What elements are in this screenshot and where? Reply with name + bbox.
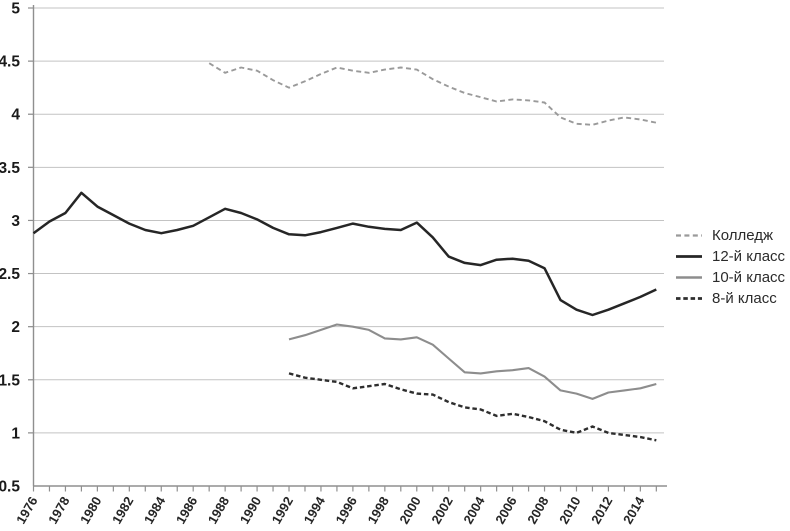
x-axis-tick-label: 1976: [13, 494, 40, 527]
y-axis-tick-label: 5: [11, 1, 20, 18]
x-axis-tick-label: 2012: [588, 494, 615, 527]
x-axis-tick-label: 1992: [269, 494, 296, 527]
legend-item: 8-й класс: [676, 289, 785, 308]
y-axis-tick-label: 3.5: [0, 160, 20, 177]
legend-line-swatch: [676, 234, 702, 237]
y-axis-tick-label: 2: [11, 319, 20, 336]
legend-item: 12-й класс: [676, 247, 785, 266]
legend-item: 10-й класс: [676, 268, 785, 287]
x-axis-tick-label: 2002: [428, 494, 455, 527]
x-axis-tick-label: 1990: [237, 494, 264, 527]
x-axis-tick-label: 2010: [556, 494, 583, 527]
x-axis-tick-label: 2004: [460, 493, 488, 526]
y-axis-tick-label: 0.5: [0, 479, 20, 496]
legend-label: 8-й класс: [712, 289, 777, 307]
y-axis-tick-label: 1.5: [0, 372, 20, 389]
y-axis-tick-label: 1: [11, 425, 20, 442]
legend-line-swatch: [676, 276, 702, 279]
x-axis-tick-label: 2008: [524, 494, 551, 527]
legend-item: Колледж: [676, 226, 785, 245]
y-axis-tick-label: 2.5: [0, 266, 20, 283]
x-axis-tick-label: 1984: [141, 493, 169, 526]
x-axis-tick-label: 2000: [396, 494, 423, 527]
legend-line-swatch: [676, 254, 702, 258]
x-axis-tick-label: 1978: [45, 494, 72, 527]
y-axis-tick-label: 4: [11, 107, 20, 124]
x-axis-tick-label: 1996: [333, 494, 360, 527]
legend-label: 10-й класс: [712, 268, 786, 286]
series-line-solid-1976: [32, 191, 657, 317]
series-line-dashed-1987: [208, 62, 657, 126]
y-axis-tick-label: 3: [11, 213, 20, 230]
x-axis-tick-label: 2006: [492, 494, 519, 527]
legend-line-swatch: [676, 296, 702, 300]
x-axis-tick-label: 1988: [205, 494, 232, 527]
legend-label: Колледж: [712, 226, 774, 244]
legend-label: 12-й класс: [712, 247, 786, 265]
x-axis-tick-label: 2014: [620, 493, 648, 526]
x-axis-tick-label: 1994: [301, 493, 329, 526]
chart-legend: Колледж 12-й класс 10-й класс 8-й класс: [676, 226, 785, 308]
x-axis-tick-label: 1982: [109, 494, 136, 527]
x-axis-tick-label: 1998: [364, 494, 391, 527]
series-line-solid-1992: [288, 323, 657, 400]
series-line-dashed-1992: [288, 372, 657, 442]
x-axis-tick-label: 1980: [77, 494, 104, 527]
x-axis-tick-label: 1986: [173, 494, 200, 527]
y-axis-tick-label: 4.5: [0, 54, 20, 71]
